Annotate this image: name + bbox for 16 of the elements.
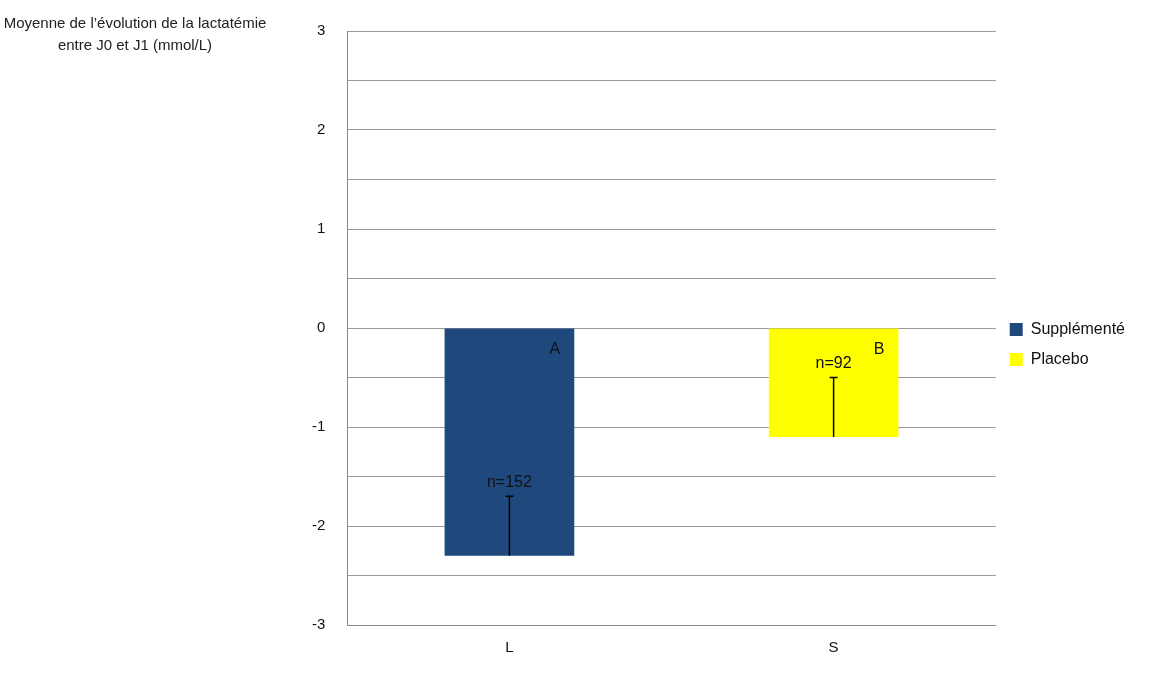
annotation: n=152 <box>486 472 532 490</box>
annotation: A <box>549 340 561 358</box>
y-tick-label: 1 <box>316 219 326 237</box>
y-tick-label: -3 <box>311 615 326 633</box>
y-tick-label: -1 <box>311 417 326 435</box>
x-tick-label: S <box>828 638 839 656</box>
annotation: B <box>873 340 885 358</box>
legend-label: Supplémenté <box>1030 319 1126 337</box>
y-tick-label: -2 <box>311 516 326 534</box>
y-tick-label: 0 <box>316 318 326 336</box>
y-axis-title: Moyenne de l’évolution de la lactatémie entre J0 et J1 (mmol/L) <box>2 13 268 55</box>
y-tick-label: 2 <box>316 120 326 138</box>
y-tick-label: 3 <box>316 21 326 39</box>
x-tick-label: L <box>505 638 514 656</box>
legend-label: Placebo <box>1030 349 1089 367</box>
annotation: n=92 <box>815 353 852 371</box>
